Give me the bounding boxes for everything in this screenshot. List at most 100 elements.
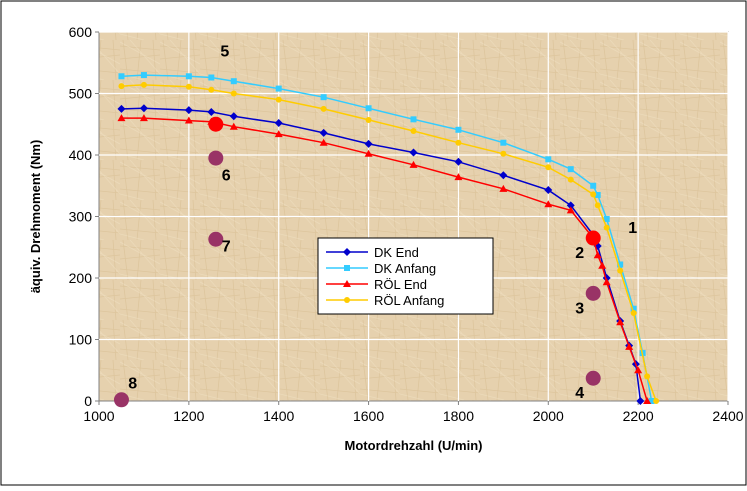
- data-point: [566, 201, 575, 210]
- x-tick-label: 1800: [443, 408, 474, 424]
- x-tick-label: 2000: [533, 408, 564, 424]
- data-point: [320, 94, 327, 101]
- y-tick-label: 200: [69, 270, 93, 286]
- data-point: [567, 166, 574, 173]
- y-tick-label: 0: [84, 393, 92, 409]
- x-tick-label: 1600: [353, 408, 384, 424]
- series-4: [118, 81, 660, 404]
- y-tick-label: 100: [69, 332, 93, 348]
- series-line: [121, 84, 657, 402]
- data-point: [319, 128, 328, 137]
- data-point: [617, 267, 624, 274]
- operating-point-1: [585, 230, 601, 246]
- data-point: [364, 139, 373, 148]
- legend-entry: RÖL End: [374, 277, 427, 292]
- legend-entry: DK Anfang: [374, 261, 436, 276]
- data-point: [454, 157, 463, 166]
- legend-marker: [344, 265, 350, 271]
- annotation-5: 5: [220, 43, 229, 60]
- x-tick-label: 1200: [173, 408, 204, 424]
- data-point: [653, 398, 660, 404]
- data-point: [602, 278, 611, 286]
- data-point: [184, 116, 193, 124]
- data-point: [455, 126, 462, 133]
- data-point: [544, 186, 553, 195]
- data-point: [364, 149, 373, 157]
- data-point: [409, 148, 418, 157]
- data-point: [566, 206, 575, 214]
- data-point: [365, 105, 372, 112]
- data-point: [139, 114, 148, 122]
- data-point: [454, 173, 463, 181]
- data-point: [409, 160, 418, 168]
- data-point: [139, 104, 148, 113]
- axes: 1000 1200 1400 1600 1800 2000 2200 240001002003…: [69, 24, 744, 424]
- data-point: [117, 104, 126, 113]
- legend-marker: [343, 248, 351, 256]
- y-tick-label: 300: [69, 209, 93, 225]
- data-point: [275, 85, 282, 92]
- data-point: [625, 342, 634, 350]
- data-point: [617, 261, 624, 268]
- data-point: [500, 150, 507, 157]
- annotation-3: 3: [575, 301, 584, 318]
- data-point: [230, 90, 237, 97]
- y-tick-label: 400: [69, 147, 93, 163]
- y-tick-label: 600: [69, 24, 93, 40]
- annotation-8: 8: [128, 376, 137, 393]
- data-point: [208, 74, 215, 81]
- x-tick-label: 2400: [712, 408, 743, 424]
- data-point: [648, 398, 655, 404]
- annotation-4: 4: [575, 385, 584, 402]
- data-point: [274, 130, 283, 138]
- data-point: [230, 78, 237, 85]
- data-point: [499, 184, 508, 192]
- data-point: [118, 83, 125, 90]
- data-point: [630, 305, 637, 312]
- series-layer: [117, 72, 660, 405]
- data-point: [598, 261, 607, 269]
- data-point: [590, 191, 597, 198]
- data-point: [319, 138, 328, 146]
- x-tick-label: 2200: [623, 408, 654, 424]
- data-point: [500, 139, 507, 146]
- data-point: [365, 116, 372, 123]
- legend-marker: [343, 280, 351, 287]
- operating-point-7: [208, 231, 224, 247]
- operating-point-5: [208, 116, 224, 132]
- data-point: [545, 164, 552, 171]
- data-point: [594, 202, 601, 209]
- data-point: [410, 128, 417, 135]
- data-point: [184, 106, 193, 115]
- series-line: [121, 74, 653, 402]
- data-point: [118, 73, 125, 80]
- data-point: [499, 171, 508, 180]
- data-point: [567, 176, 574, 183]
- data-point: [603, 215, 610, 222]
- data-point: [590, 182, 597, 189]
- y-axis-title: äquiv. Drehmoment (Nm): [28, 140, 43, 294]
- annotations: 1 2 3 4 5 6 7 8: [128, 43, 637, 401]
- data-point: [634, 366, 643, 374]
- legend-marker: [344, 297, 350, 303]
- legend-entry: RÖL Anfang: [374, 293, 444, 308]
- operating-point-3: [585, 285, 601, 301]
- data-point: [274, 119, 283, 128]
- annotation-1: 1: [628, 220, 637, 237]
- series-2: [118, 72, 655, 404]
- data-point: [208, 86, 215, 93]
- legend-entry: DK End: [374, 245, 419, 260]
- annotation-6: 6: [222, 168, 231, 185]
- data-point: [207, 107, 216, 116]
- data-point: [455, 139, 462, 146]
- data-point: [594, 191, 601, 198]
- operating-point-8: [113, 392, 129, 408]
- annotation-2: 2: [575, 245, 584, 262]
- x-tick-label: 1400: [263, 408, 294, 424]
- data-point: [544, 200, 553, 208]
- operating-points: [113, 116, 601, 408]
- annotation-7: 7: [222, 238, 231, 255]
- data-point: [636, 397, 645, 405]
- operating-point-4: [585, 370, 601, 386]
